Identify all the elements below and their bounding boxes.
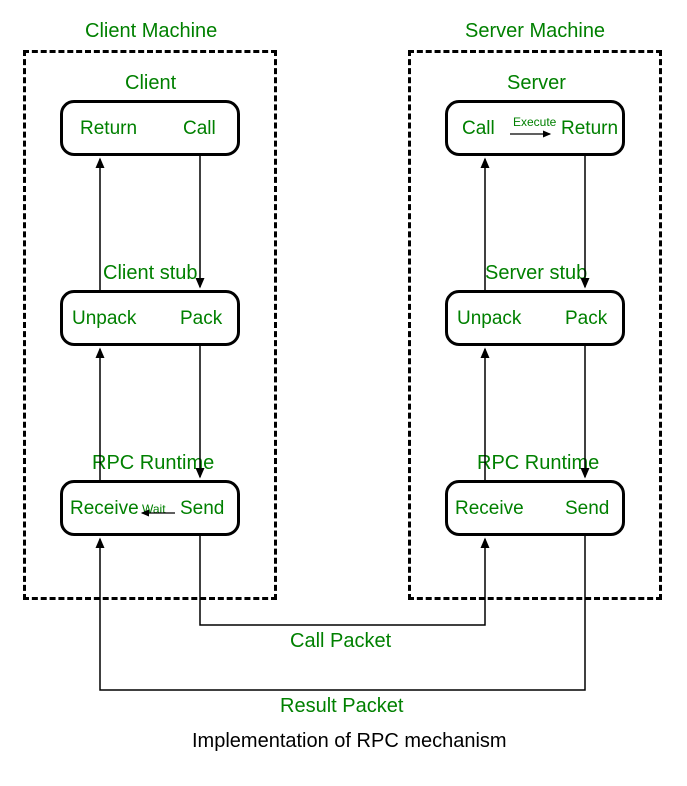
server-pack-term: Pack: [565, 308, 607, 330]
call-packet-label: Call Packet: [290, 630, 391, 653]
server-unpack-term: Unpack: [457, 308, 521, 330]
server-stub-label: Server stub: [485, 262, 587, 285]
client-receive-term: Receive: [70, 498, 139, 520]
client-return-term: Return: [80, 118, 137, 140]
diagram-canvas: Client Machine Server Machine Client Ret…: [0, 0, 687, 786]
server-runtime-label: RPC Runtime: [477, 452, 599, 475]
diagram-caption: Implementation of RPC mechanism: [192, 730, 507, 753]
client-call-term: Call: [183, 118, 216, 140]
server-receive-term: Receive: [455, 498, 524, 520]
client-wait-term: Wait: [142, 502, 166, 516]
result-packet-label: Result Packet: [280, 695, 403, 718]
client-runtime-label: RPC Runtime: [92, 452, 214, 475]
server-machine-title: Server Machine: [465, 20, 605, 43]
server-return-term: Return: [561, 118, 618, 140]
client-stub-label: Client stub: [103, 262, 198, 285]
server-send-term: Send: [565, 498, 609, 520]
server-box-label: Server: [507, 72, 566, 95]
client-machine-title: Client Machine: [85, 20, 217, 43]
client-send-term: Send: [180, 498, 224, 520]
client-unpack-term: Unpack: [72, 308, 136, 330]
client-pack-term: Pack: [180, 308, 222, 330]
client-box-label: Client: [125, 72, 176, 95]
server-call-term: Call: [462, 118, 495, 140]
server-execute-term: Execute: [513, 115, 556, 129]
